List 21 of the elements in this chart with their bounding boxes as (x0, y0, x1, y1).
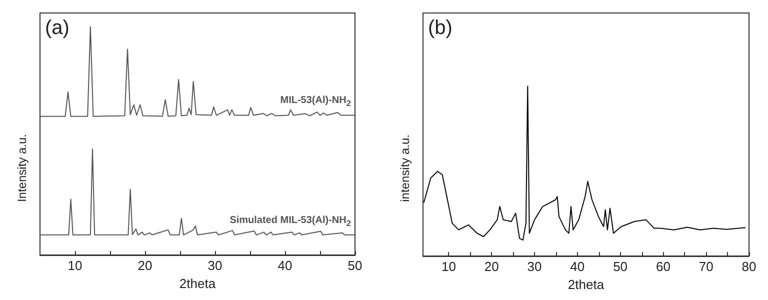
x-tick-label: 50 (613, 259, 628, 274)
series-label: MIL-53(Al)-NH$_{2}$ (280, 95, 351, 110)
x-tick-label: 80 (742, 259, 756, 274)
x-axis-title: 2theta (568, 276, 605, 292)
x-tick-label: 50 (348, 258, 362, 273)
x-tick-label: 10 (442, 259, 456, 274)
chart-title: (a) (45, 17, 70, 39)
y-axis-title: intensity a.u. (398, 134, 412, 202)
y-axis-title: Intensity a.u. (15, 134, 29, 202)
series-label: Simulated MIL-53(Al)-NH$_{2}$ (230, 214, 351, 229)
x-axis-title: 2theta (179, 276, 216, 291)
x-tick-label: 20 (138, 258, 152, 273)
x-tick-label: 70 (698, 259, 714, 274)
x-tick-label: 40 (278, 258, 292, 273)
x-tick-label: 30 (527, 259, 542, 274)
x-tick-label: 40 (570, 259, 585, 274)
x-tick-label: 20 (484, 259, 499, 274)
chart-title: (b) (428, 17, 452, 39)
x-tick-label: 30 (208, 258, 222, 273)
x-tick-label: 10 (68, 258, 82, 273)
x-tick-label: 60 (656, 259, 670, 274)
